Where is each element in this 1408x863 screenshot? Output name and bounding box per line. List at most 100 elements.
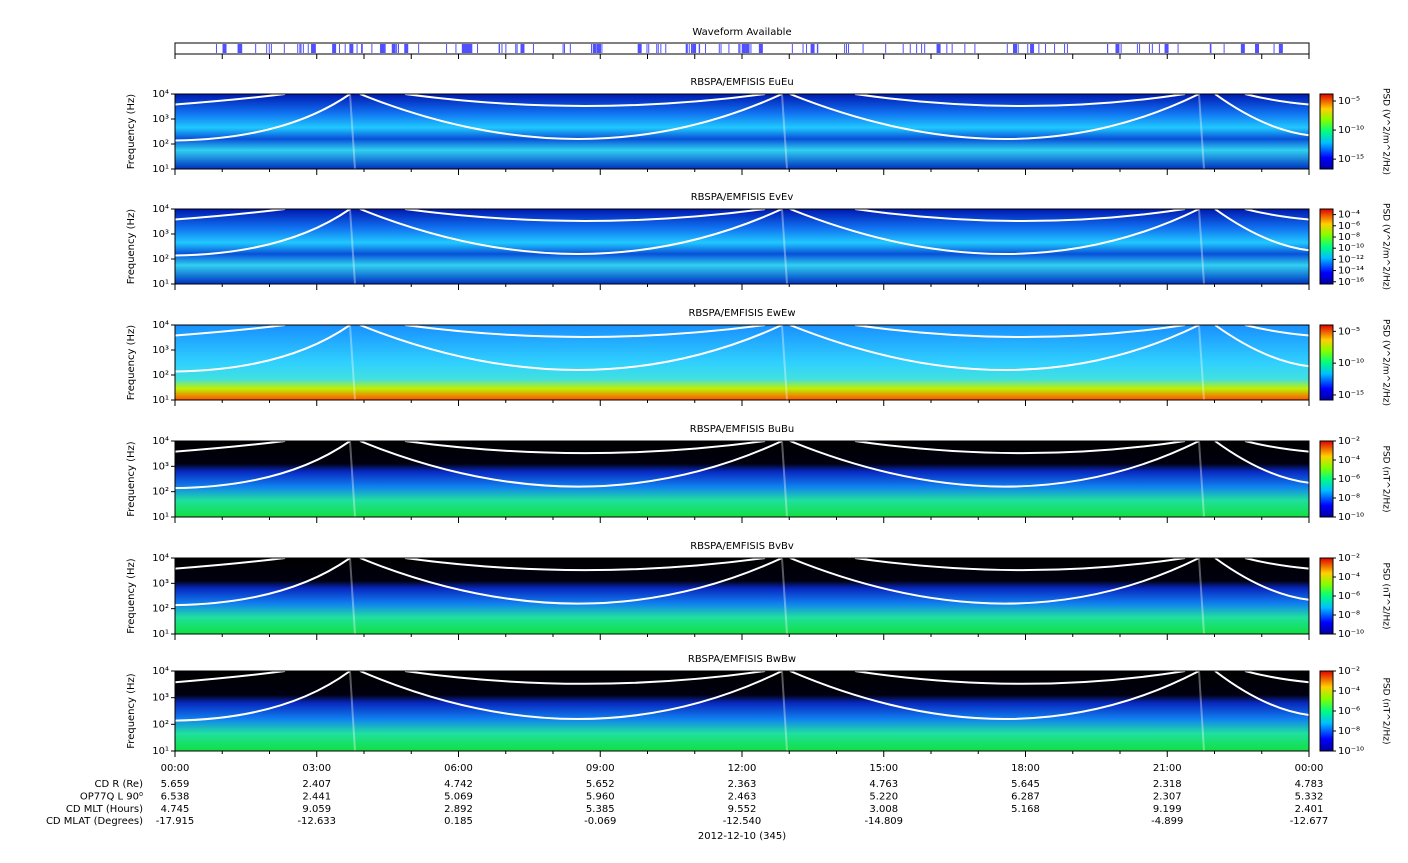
waveform-mark — [1066, 44, 1068, 53]
waveform-mark — [758, 44, 763, 53]
panel-title: RBSPA/EMFISIS BwBw — [688, 654, 796, 665]
waveform-mark — [418, 44, 420, 53]
y-tick-label: 10³ — [152, 229, 169, 240]
ephemeris-value: -12.677 — [1290, 816, 1329, 827]
waveform-mark — [332, 44, 337, 53]
colorbar-tick-label: 10⁻⁴ — [1338, 572, 1360, 583]
waveform-mark — [1064, 44, 1066, 53]
waveform-mark — [665, 44, 667, 53]
x-tick-label: 12:00 — [728, 763, 757, 774]
waveform-mark — [311, 44, 316, 53]
waveform-mark — [356, 44, 358, 53]
waveform-mark — [1278, 44, 1283, 53]
colorbar-tick-label: 10⁻⁵ — [1338, 326, 1360, 337]
colorbar-tick-label: 10⁻¹⁵ — [1338, 390, 1364, 401]
colorbar-label: PSD (V^2/m^2/Hz) — [1381, 319, 1391, 406]
waveform-mark — [283, 44, 285, 53]
waveform-mark — [270, 44, 272, 53]
waveform-mark — [699, 44, 701, 53]
waveform-mark — [300, 44, 302, 53]
waveform-mark — [791, 44, 793, 53]
waveform-mark — [404, 44, 409, 53]
colorbar — [1319, 93, 1334, 170]
waveform-mark — [307, 44, 309, 53]
y-tick-label: 10² — [152, 487, 169, 498]
waveform-mark — [1209, 44, 1211, 53]
waveform-mark — [391, 44, 396, 53]
waveform-mark — [397, 44, 399, 53]
waveform-mark — [1054, 44, 1056, 53]
waveform-mark — [964, 44, 966, 53]
y-tick-label: 10³ — [152, 461, 169, 472]
waveform-mark — [685, 44, 687, 53]
ephemeris-value: 2.363 — [728, 779, 757, 790]
ephemeris-value: 2.307 — [1153, 791, 1182, 802]
colorbar — [1319, 324, 1334, 401]
waveform-mark — [501, 44, 503, 53]
waveform-mark — [384, 44, 386, 53]
colorbar-tick-label: 10⁻¹⁰ — [1338, 243, 1364, 254]
waveform-mark — [569, 44, 571, 53]
y-tick-label: 10¹ — [152, 164, 169, 175]
waveform-mark — [596, 44, 601, 53]
ephemeris-value: 5.220 — [869, 791, 898, 802]
x-tick-label: 03:00 — [302, 763, 331, 774]
waveform-mark — [215, 44, 217, 53]
y-tick-label: 10⁴ — [152, 666, 169, 677]
waveform-mark — [1210, 44, 1212, 53]
waveform-mark — [718, 44, 720, 53]
colorbar-tick-label: 10⁻⁶ — [1338, 706, 1360, 717]
colorbar-tick-label: 10⁻¹⁰ — [1338, 629, 1364, 640]
waveform-mark — [1013, 44, 1018, 53]
ephemeris-value: 5.645 — [1011, 779, 1040, 790]
waveform-mark — [1255, 44, 1260, 53]
colorbar-tick-label: 10⁻⁶ — [1338, 591, 1360, 602]
waveform-mark — [266, 44, 268, 53]
waveform-mark — [1148, 44, 1150, 53]
spectrogram — [175, 209, 1309, 284]
y-axis-label: Frequency (Hz) — [126, 558, 137, 634]
waveform-mark — [738, 44, 740, 53]
waveform-mark — [311, 44, 313, 53]
colorbar-tick-label: 10⁻⁸ — [1338, 726, 1360, 737]
colorbar — [1319, 557, 1334, 635]
y-tick-label: 10² — [152, 719, 169, 730]
waveform-mark — [1017, 44, 1019, 53]
waveform-mark — [255, 44, 257, 53]
waveform-mark — [686, 44, 688, 53]
waveform-mark — [657, 44, 659, 53]
waveform-mark — [462, 44, 464, 53]
waveform-mark — [728, 44, 730, 53]
colorbar-label: PSD (V^2/m^2/Hz) — [1381, 88, 1391, 175]
waveform-mark — [686, 44, 688, 53]
ephemeris-value: 9.059 — [302, 804, 331, 815]
waveform-mark — [844, 44, 846, 53]
y-tick-label: 10² — [152, 370, 169, 381]
waveform-mark — [656, 44, 658, 53]
waveform-mark — [241, 44, 243, 53]
ephemeris-value: 2.318 — [1153, 779, 1182, 790]
waveform-mark — [810, 44, 815, 53]
waveform-mark — [705, 44, 707, 53]
waveform-mark — [1027, 44, 1029, 53]
ephemeris-value: -12.633 — [297, 816, 336, 827]
waveform-mark — [344, 44, 346, 53]
colorbar-tick-label: 10⁻⁸ — [1338, 610, 1360, 621]
ephemeris-value: 2.407 — [302, 779, 331, 790]
waveform-mark — [520, 44, 525, 53]
waveform-mark — [1006, 44, 1008, 53]
panel-title: RBSPA/EMFISIS EwEw — [688, 308, 795, 319]
colorbar-tick-label: 10⁻¹² — [1338, 254, 1364, 265]
ephemeris-value: 4.742 — [444, 779, 473, 790]
waveform-mark — [380, 44, 385, 53]
waveform-mark — [750, 44, 752, 53]
ephemeris-value: 6.538 — [161, 791, 190, 802]
waveform-mark — [660, 44, 662, 53]
waveform-mark — [361, 44, 363, 53]
waveform-mark — [1158, 44, 1160, 53]
y-axis-label: Frequency (Hz) — [126, 325, 137, 401]
ephemeris-value: 4.763 — [869, 779, 898, 790]
waveform-mark — [802, 44, 804, 53]
ephemeris-value: 5.332 — [1295, 791, 1324, 802]
